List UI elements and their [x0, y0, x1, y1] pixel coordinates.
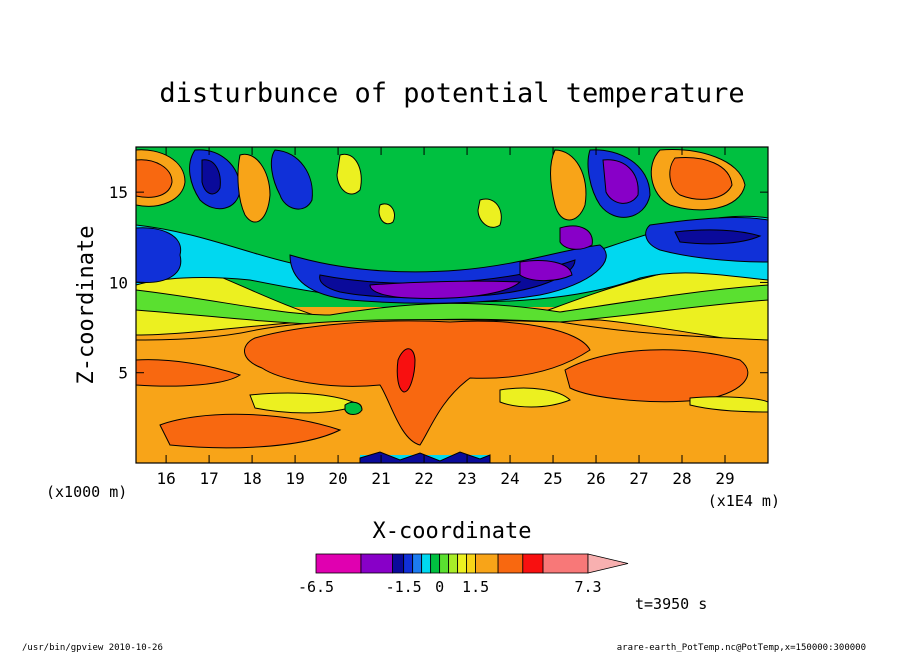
colorbar-tick-label: -6.5 [298, 578, 334, 596]
colorbar-swatch [315, 553, 362, 574]
x-tick-label: 29 [715, 469, 734, 488]
x-tick-label: 28 [672, 469, 691, 488]
field-deeporange-left [136, 359, 242, 387]
field-deeporange-cell-4 [669, 156, 733, 200]
x-tick-label: 20 [328, 469, 347, 488]
footer-left: /usr/bin/gpview 2010-10-26 [22, 643, 163, 653]
colorbar-tick-label: 0 [435, 578, 444, 596]
colorbar-extend-arrow [587, 553, 629, 574]
field-yellow-upper-1 [336, 153, 362, 195]
x-tick-label: 23 [457, 469, 476, 488]
x-axis: 16 17 18 19 20 21 22 23 24 25 26 27 28 29 [156, 147, 735, 488]
colorbar-swatch [448, 553, 459, 574]
field-deeporange-lowleft [159, 413, 342, 449]
y-tick-label: 10 [109, 273, 128, 292]
x-tick-label: 16 [156, 469, 175, 488]
x-axis-label: X-coordinate [373, 519, 532, 544]
colorbar-swatch [542, 553, 589, 574]
x-tick-label: 22 [414, 469, 433, 488]
field-red-core [396, 348, 416, 393]
field-purple-rightupper [602, 159, 639, 204]
field-orange-cell-3 [550, 149, 587, 221]
x-tick-label: 27 [629, 469, 648, 488]
field-blue-left [136, 227, 182, 284]
field-yellow-right-lower [499, 387, 571, 408]
colorbar-tick-label: 7.3 [574, 578, 601, 596]
colorbar-swatch [466, 553, 477, 574]
chart-title: disturbunce of potential temperature [159, 78, 744, 109]
field-yellow-upper-3 [378, 203, 395, 225]
y-axis: 5 10 15 [109, 183, 768, 383]
colorbar-swatch [403, 553, 414, 574]
colorbar-swatch [392, 553, 405, 574]
field-green-spot-lower [344, 401, 363, 415]
colorbar-swatch [497, 553, 524, 574]
field-orange-cell-2 [237, 153, 271, 223]
field-yellow-upper-2 [477, 198, 502, 228]
colorbar-swatch [457, 553, 468, 574]
field-darkblue-right [674, 229, 762, 245]
x-tick-label: 19 [285, 469, 304, 488]
y-tick-label: 5 [118, 364, 128, 383]
field-deeporange-mid [244, 320, 591, 446]
y-tick-label: 15 [109, 183, 128, 202]
field-purple-rightmid [559, 225, 593, 250]
colorbar-tick-label: -1.5 [386, 578, 422, 596]
field-darkblue-upperleft [201, 159, 221, 195]
colorbar-swatch [360, 553, 393, 574]
field-purple-core [369, 280, 522, 299]
field-deeporange-cell-1 [136, 159, 173, 198]
footer-right: arare-earth_PotTemp.nc@PotTemp,x=150000:… [617, 643, 866, 653]
colorbar-tick-label: 1.5 [462, 578, 489, 596]
field-yellow-bottom-right [689, 396, 768, 413]
field-deeporange-right [564, 349, 749, 403]
x-tick-label: 21 [371, 469, 390, 488]
plot-frame [135, 146, 769, 464]
field-blue-leftmid [270, 149, 313, 210]
x-tick-label: 25 [543, 469, 562, 488]
colorbar-swatch [522, 553, 544, 574]
x-tick-label: 17 [199, 469, 218, 488]
colorbar-swatch [412, 553, 423, 574]
x-unit-left: (x1000 m) [46, 483, 127, 501]
field-bottom-noise [359, 451, 491, 463]
plot-area [136, 147, 768, 463]
colorbar-swatch [430, 553, 441, 574]
x-tick-label: 24 [500, 469, 519, 488]
x-unit-right: (x1E4 m) [708, 492, 780, 510]
colorbar-swatch [421, 553, 432, 574]
x-tick-label: 18 [242, 469, 261, 488]
colorbar-swatch [439, 553, 450, 574]
field-purple-rightmid2 [519, 260, 573, 282]
colorbar-swatch [475, 553, 499, 574]
colorbar: -6.5 -1.5 0 1.5 7.3 [298, 553, 629, 596]
y-axis-label: Z-coordinate [74, 226, 99, 385]
time-label: t=3950 s [635, 595, 707, 613]
x-tick-label: 26 [586, 469, 605, 488]
